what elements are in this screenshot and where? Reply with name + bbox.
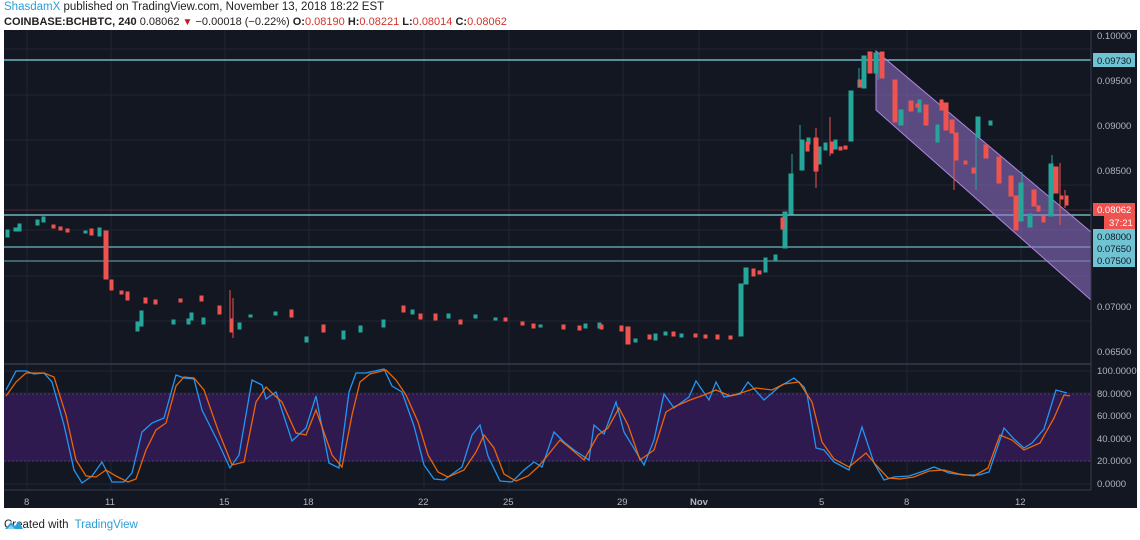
footer: Created with TradingView [4,519,138,531]
stoch-k-line [5,368,1068,484]
time-axis[interactable]: 8 11 15 18 22 25 29 Nov 5 8 12 [24,497,1026,508]
time-axis-label: 8 [24,497,29,508]
down-triangle-icon: ▼ [182,17,193,28]
stoch-d-line [5,369,1071,483]
time-axis-label: 5 [819,497,824,508]
publish-info: ShasdamX published on TradingView.com, N… [4,1,384,13]
close-label: C: [455,16,468,28]
stoch-axis-label: 80.0000 [1097,389,1131,400]
tradingview-logo-icon [5,521,23,529]
time-axis-label: Nov [690,497,709,508]
symbol-name: COINBASE:BCHBTC, 240 [4,16,137,28]
open-label: O: [292,16,305,28]
price-axis-label: 0.09000 [1097,121,1131,132]
horizontal-levels[interactable] [4,59,1091,262]
stoch-axis-label: 0.0000 [1097,479,1126,490]
time-axis-label: 22 [418,497,429,508]
time-axis-label: 29 [617,497,628,508]
price-axis-label: 0.06500 [1097,347,1131,358]
time-axis-label: 18 [303,497,314,508]
time-axis-label: 8 [904,497,909,508]
price-axis-label: 0.07000 [1097,302,1131,313]
author-link[interactable]: ShasdamX [4,1,61,13]
price-change: −0.00018 (−0.22%) [195,16,290,28]
hline-tag-09730: 0.09730 [1097,56,1131,67]
time-axis-label: 25 [503,497,514,508]
chart-canvas[interactable]: 0.10000 0.09500 0.09000 0.08500 0.07000 … [4,30,1137,508]
bar-countdown-tag: 37:21 [1109,218,1133,229]
tradingview-link[interactable]: TradingView [74,519,138,531]
low-value: 0.08014 [412,16,453,28]
time-axis-label: 15 [219,497,230,508]
low-label: L: [402,16,413,28]
hline-tag-07650: 0.07650 [1097,244,1131,255]
price-axis[interactable]: 0.10000 0.09500 0.09000 0.08500 0.07000 … [1093,31,1137,490]
last-price-tag: 0.08062 [1097,205,1131,216]
high-value: 0.08221 [359,16,400,28]
open-value: 0.08190 [304,16,345,28]
chart-container[interactable]: 0.10000 0.09500 0.09000 0.08500 0.07000 … [4,30,1137,508]
stoch-axis-label: 20.0000 [1097,456,1131,467]
close-value: 0.08062 [467,16,507,28]
high-label: H: [347,16,360,28]
descending-channel[interactable] [875,49,1092,302]
stoch-axis-label: 40.0000 [1097,434,1131,445]
hline-tag-08000: 0.08000 [1097,232,1131,243]
time-axis-label: 12 [1015,497,1026,508]
stoch-axis-label: 100.0000 [1097,366,1137,377]
price-axis-label: 0.09500 [1097,76,1131,87]
stoch-axis-label: 60.0000 [1097,411,1131,422]
symbol-legend: COINBASE:BCHBTC, 240 0.08062 ▼ −0.00018 … [4,16,507,28]
published-text: published on TradingView.com, November 1… [63,1,385,13]
last-price: 0.08062 [139,16,180,28]
hline-tag-07500: 0.07500 [1097,256,1131,267]
price-axis-label: 0.08500 [1097,166,1131,177]
price-axis-label: 0.10000 [1097,31,1131,42]
time-axis-label: 11 [105,497,115,508]
candlesticks [5,51,1069,345]
